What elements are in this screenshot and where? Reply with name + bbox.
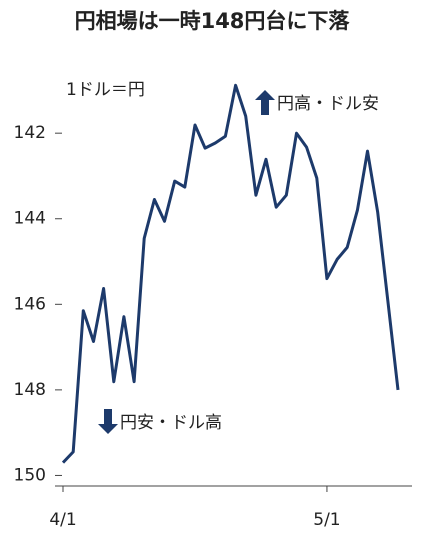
line xyxy=(61,83,400,464)
up-arrow xyxy=(255,90,275,115)
unit-annotation: 1ドル＝円 xyxy=(66,80,145,100)
y-tick-label: 146 xyxy=(14,294,46,314)
annotation: 円高・ドル安 xyxy=(277,94,379,114)
y-tick-label: 144 xyxy=(14,209,46,229)
chart-title: 円相場は一時148円台に下落 xyxy=(75,9,351,33)
x-tick-label: 5/1 xyxy=(313,510,340,530)
y-tick-label: 148 xyxy=(14,380,46,400)
down-arrow xyxy=(98,409,118,434)
y-tick-label: 142 xyxy=(14,123,46,143)
x-tick-label: 4/1 xyxy=(49,510,76,530)
annotation: 円安・ドル高 xyxy=(120,413,222,433)
y-tick-label: 150 xyxy=(14,465,46,485)
